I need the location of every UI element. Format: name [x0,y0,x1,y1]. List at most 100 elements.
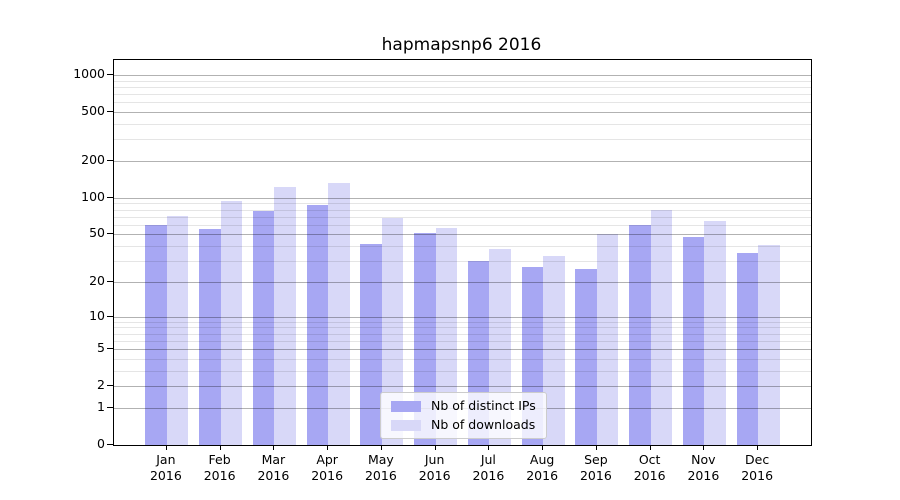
x-tick-month-jul: Jul [480,452,496,467]
bar-nb-of-downloads-apr [328,182,350,445]
gridline-minor-y-30 [114,261,811,263]
gridline-minor-y-40 [114,246,811,248]
bar-nb-of-distinct-ips-jan [145,224,167,445]
x-tick-label-apr: Apr 2016 [297,452,357,484]
bar-nb-of-downloads-feb [220,200,243,445]
x-tick-month-dec: Dec [745,452,770,467]
gridline-minor-y-8 [114,327,811,329]
x-tick-year-jan: 2016 [149,468,182,483]
x-tick-year-apr: 2016 [311,468,344,483]
y-tick-label-1000: 1000 [73,66,105,82]
gridline-minor-y-60 [114,224,811,226]
x-tick-label-may: May 2016 [351,452,411,484]
legend-entry-downloads: Nb of downloads [391,417,536,433]
x-tick-label-aug: Aug 2016 [512,452,572,484]
gridline-minor-y-400 [114,124,811,126]
gridline-y-10 [114,316,811,318]
bar-nb-of-downloads-jan [166,215,189,445]
gridline-minor-y-80 [114,209,811,211]
gridline-minor-y-7 [114,333,811,335]
y-tick-mark-5 [107,348,113,350]
legend-swatch-distinct-ips [391,400,421,412]
x-tick-month-apr: Apr [316,452,338,467]
gridline-minor-y-4 [114,358,811,360]
bar-nb-of-distinct-ips-nov [682,236,705,445]
gridline-minor-y-90 [114,203,811,205]
y-tick-label-200: 200 [81,152,105,168]
bar-nb-of-downloads-aug [543,256,565,445]
x-tick-mark-sep [595,445,597,450]
x-tick-mark-may [380,445,382,450]
x-tick-label-mar: Mar 2016 [243,452,303,484]
x-tick-month-aug: Aug [529,452,555,467]
x-tick-month-oct: Oct [638,452,661,467]
x-tick-mark-jun [434,445,436,450]
x-tick-mark-jan [165,445,167,450]
gridline-minor-y-800 [114,86,811,88]
y-tick-label-1: 1 [97,398,105,414]
gridline-y-20 [114,281,811,283]
x-tick-year-dec: 2016 [741,468,774,483]
gridline-minor-y-6 [114,340,811,342]
x-tick-year-sep: 2016 [579,468,612,483]
x-tick-month-nov: Nov [691,452,716,467]
bar-nb-of-downloads-oct [650,209,673,445]
x-tick-mark-oct [649,445,651,450]
x-tick-mark-mar [273,445,275,450]
y-tick-mark-10 [107,315,113,317]
x-tick-year-oct: 2016 [633,468,666,483]
x-tick-label-dec: Dec 2016 [727,452,787,484]
gridline-y-5 [114,349,811,351]
gridline-y-200 [114,161,811,163]
y-tick-mark-20 [107,280,113,282]
gridline-y-1000 [114,75,811,77]
bar-nb-of-distinct-ips-dec [736,253,759,445]
plot-area: Nb of distinct IPs Nb of downloads [113,59,812,446]
y-tick-label-50: 50 [89,225,105,241]
gridline-minor-y-70 [114,216,811,218]
bar-nb-of-downloads-may [381,218,404,445]
gridline-y-500 [114,112,811,114]
bar-nb-of-downloads-sep [596,234,619,445]
legend: Nb of distinct IPs Nb of downloads [380,392,547,439]
y-tick-mark-100 [107,196,113,198]
gridline-y-2 [114,386,811,388]
x-tick-mark-dec [757,445,759,450]
bar-nb-of-distinct-ips-feb [199,229,221,445]
gridline-minor-y-700 [114,94,811,96]
x-tick-month-may: May [367,452,394,467]
bar-nb-of-downloads-nov [704,220,726,445]
x-tick-label-oct: Oct 2016 [620,452,680,484]
y-tick-mark-1 [107,406,113,408]
gridline-minor-y-3 [114,370,811,372]
x-tick-month-mar: Mar [261,452,286,467]
x-tick-month-jun: Jun [424,452,445,467]
legend-swatch-downloads [391,419,421,431]
y-tick-label-0: 0 [97,436,105,451]
x-tick-year-jul: 2016 [472,468,505,483]
gridline-minor-y-9 [114,321,811,323]
x-tick-label-jul: Jul 2016 [458,452,518,484]
y-tick-label-5: 5 [97,340,105,356]
x-tick-mark-nov [703,445,705,450]
gridline-minor-y-600 [114,102,811,104]
x-tick-month-sep: Sep [584,452,608,467]
y-tick-label-20: 20 [89,272,105,288]
y-tick-mark-1000 [107,74,113,76]
bar-nb-of-downloads-dec [758,244,780,445]
x-tick-label-feb: Feb 2016 [190,452,250,484]
x-tick-mark-aug [542,445,544,450]
gridline-y-50 [114,234,811,236]
x-tick-mark-feb [219,445,221,450]
y-tick-mark-0 [107,444,113,445]
bar-nb-of-distinct-ips-mar [252,211,275,445]
x-tick-year-nov: 2016 [687,468,720,483]
x-tick-month-jan: Jan [156,452,176,467]
bar-nb-of-distinct-ips-apr [306,204,329,445]
y-tick-label-100: 100 [81,188,105,204]
legend-entry-distinct-ips: Nb of distinct IPs [391,398,536,414]
y-tick-mark-500 [107,111,113,113]
bar-nb-of-downloads-mar [274,186,296,445]
y-tick-mark-200 [107,160,113,162]
x-tick-year-may: 2016 [364,468,397,483]
